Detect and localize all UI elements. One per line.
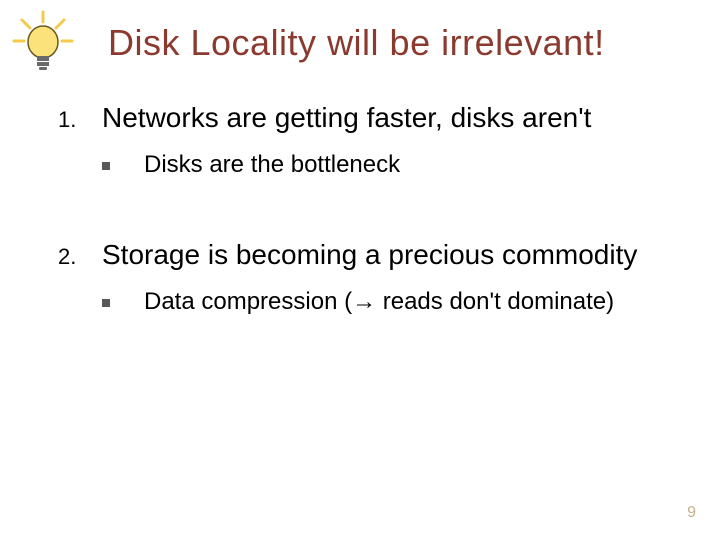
square-bullet-icon: [102, 294, 144, 310]
sub-list-item: Data compression (→ reads don't dominate…: [102, 288, 710, 316]
square-bullet-icon: [102, 157, 144, 173]
lightbulb-icon: [8, 6, 78, 76]
list-item-number: 2.: [58, 243, 102, 271]
list-item: 1. Networks are getting faster, disks ar…: [58, 100, 710, 179]
page-number: 9: [687, 504, 696, 522]
sub-list-item-text: Disks are the bottleneck: [144, 151, 710, 179]
list-item-text: Storage is becoming a precious commodity: [102, 237, 710, 272]
slide-content: 1. Networks are getting faster, disks ar…: [58, 100, 710, 374]
list-item-head: 1. Networks are getting faster, disks ar…: [58, 100, 710, 135]
slide-title: Disk Locality will be irrelevant!: [108, 22, 605, 64]
list-item-head: 2. Storage is becoming a precious commod…: [58, 237, 710, 272]
sub-list-item: Disks are the bottleneck: [102, 151, 710, 179]
slide: Disk Locality will be irrelevant! 1. Net…: [0, 0, 720, 540]
list-item-text: Networks are getting faster, disks aren'…: [102, 100, 710, 135]
sub-list-item-text: Data compression (→ reads don't dominate…: [144, 288, 710, 316]
list-item-number: 1.: [58, 106, 102, 134]
list-item: 2. Storage is becoming a precious commod…: [58, 237, 710, 316]
